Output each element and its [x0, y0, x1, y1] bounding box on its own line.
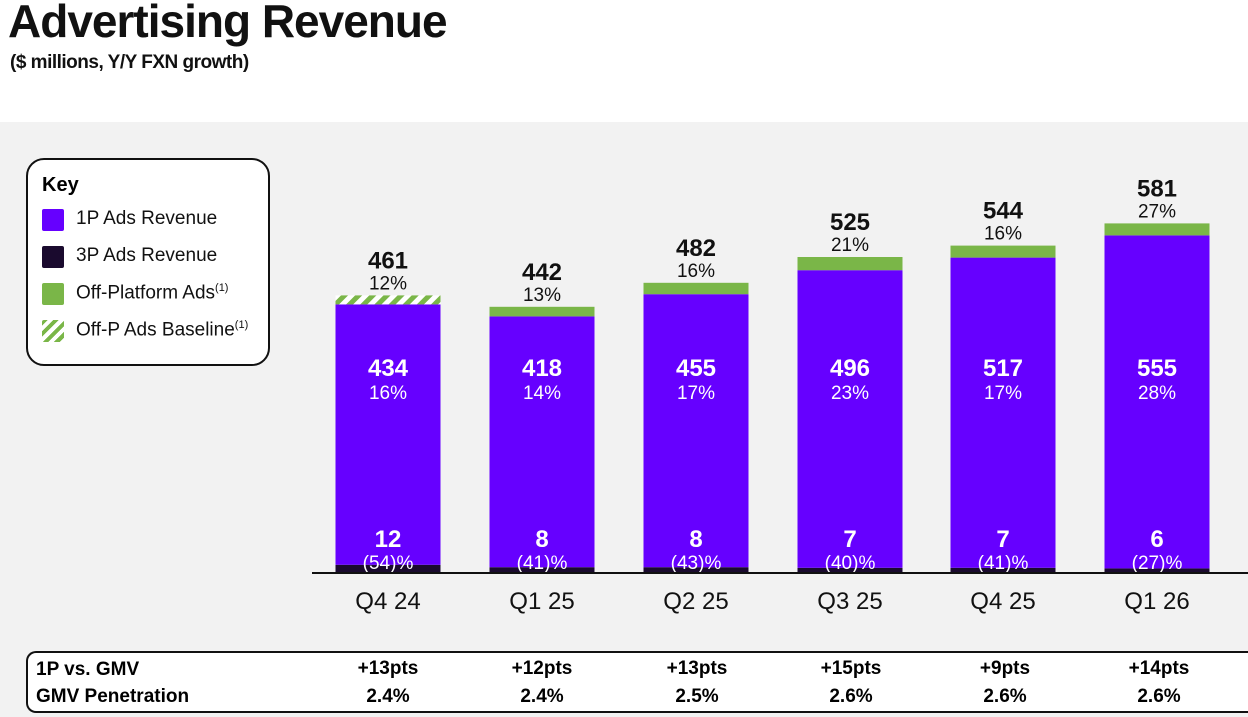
bar-segment-off-platform-ads	[489, 306, 595, 317]
bar-segment-3p-ads	[797, 567, 903, 572]
bar-segment-1p-ads	[489, 316, 595, 568]
data-label-1p-value: 517	[983, 355, 1023, 382]
bar-segment-1p-ads	[797, 270, 903, 568]
bar-segment-3p-ads	[643, 567, 749, 572]
page-title: Advertising Revenue	[8, 0, 448, 47]
swatch-3p-ads	[42, 246, 64, 268]
key-label-off-platform-ads: Off-Platform Ads(1)	[76, 282, 229, 304]
table-cell: 2.6%	[983, 686, 1027, 707]
bar-segment-3p-ads	[1104, 568, 1210, 572]
data-label-3p-growth: (43)%	[671, 553, 722, 574]
data-label-3p-growth: (41)%	[978, 553, 1029, 574]
bar-segment-off-platform-ads	[797, 257, 903, 271]
data-label-1p-growth: 28%	[1138, 383, 1176, 404]
chart-key: Key 1P Ads Revenue 3P Ads Revenue Off-Pl…	[26, 158, 270, 366]
data-label-total-growth: 21%	[831, 235, 869, 256]
bar-segment-1p-ads	[1104, 235, 1210, 569]
data-label-3p-growth: (54)%	[363, 553, 414, 574]
data-label-3p-value: 7	[996, 526, 1009, 553]
data-label-1p-value: 455	[676, 355, 716, 382]
footnote-marker: (1)	[234, 319, 249, 331]
data-label-1p-growth: 17%	[984, 383, 1022, 404]
table-cell: 2.4%	[520, 686, 564, 707]
table-cell: 2.4%	[366, 686, 410, 707]
bar-segment-1p-ads	[335, 304, 441, 565]
table-cell: +9pts	[979, 658, 1031, 679]
x-tick-label: Q1 26	[1124, 588, 1189, 615]
page-subtitle: ($ millions, Y/Y FXN growth)	[10, 52, 249, 73]
data-label-3p-value: 6	[1150, 526, 1163, 553]
bar-segment-3p-ads	[950, 567, 1056, 572]
table-cell: +13pts	[666, 658, 728, 679]
data-label-total-growth: 13%	[523, 285, 561, 306]
data-label-1p-value: 418	[522, 355, 562, 382]
key-label-1p-ads: 1P Ads Revenue	[76, 208, 218, 229]
row-label-1p-vs-gmv: 1P vs. GMV	[36, 659, 140, 680]
table-cell: +13pts	[357, 658, 419, 679]
data-label-3p-value: 8	[535, 526, 548, 553]
bar-segment-3p-ads	[335, 564, 441, 572]
swatch-off-platform-ads	[42, 283, 64, 305]
row-label-gmv-penetration: GMV Penetration	[36, 686, 190, 707]
data-label-1p-growth: 23%	[831, 383, 869, 404]
key-title: Key	[42, 174, 79, 196]
x-tick-label: Q4 24	[355, 588, 420, 615]
bar-segment-off-platform-ads	[1104, 223, 1210, 236]
data-label-1p-growth: 17%	[677, 383, 715, 404]
table-cell: +12pts	[511, 658, 573, 679]
data-label-1p-value: 555	[1137, 355, 1177, 382]
data-label-total-growth: 27%	[1138, 201, 1176, 222]
bar-segment-3p-ads	[489, 567, 595, 572]
data-label-total: 482	[676, 235, 716, 262]
x-tick-label: Q4 25	[970, 588, 1035, 615]
data-label-total: 525	[830, 209, 870, 236]
data-label-3p-growth: (40)%	[825, 553, 876, 574]
data-label-3p-growth: (27)%	[1132, 553, 1183, 574]
x-tick-label: Q3 25	[817, 588, 882, 615]
data-label-total: 581	[1137, 175, 1177, 202]
data-label-total: 442	[522, 259, 562, 286]
data-label-1p-value: 434	[368, 355, 409, 382]
bar-segment-1p-ads	[643, 294, 749, 568]
data-label-3p-value: 7	[843, 526, 856, 553]
data-label-3p-value: 12	[375, 526, 402, 553]
table-cell: 2.6%	[829, 686, 873, 707]
data-label-total-growth: 16%	[677, 261, 715, 282]
bar-segment-off-p-ads-baseline	[335, 295, 441, 305]
table-cell: 2.5%	[675, 686, 719, 707]
table-cell: 2.6%	[1137, 686, 1181, 707]
data-label-total-growth: 12%	[369, 273, 407, 294]
table-cell: +15pts	[820, 658, 882, 679]
data-label-1p-growth: 14%	[523, 383, 561, 404]
metrics-table: 1P vs. GMV GMV Penetration +13pts +12pts…	[26, 651, 1248, 713]
data-label-1p-value: 496	[830, 355, 870, 382]
data-label-total-growth: 16%	[984, 224, 1022, 245]
footnote-marker: (1)	[215, 282, 229, 294]
x-tick-label: Q2 25	[663, 588, 728, 615]
bar-segment-1p-ads	[950, 257, 1056, 568]
data-label-total: 544	[983, 198, 1024, 225]
data-label-3p-growth: (41)%	[517, 553, 568, 574]
x-tick-label: Q1 25	[509, 588, 574, 615]
swatch-off-p-ads-baseline	[42, 320, 64, 342]
data-label-3p-value: 8	[689, 526, 702, 553]
table-cell: +14pts	[1128, 658, 1190, 679]
key-label-3p-ads: 3P Ads Revenue	[76, 245, 218, 266]
data-label-1p-growth: 16%	[369, 383, 407, 404]
swatch-1p-ads	[42, 209, 64, 231]
data-label-total: 461	[368, 247, 408, 274]
bar-segment-off-platform-ads	[950, 245, 1056, 258]
key-label-off-p-ads-baseline: Off-P Ads Baseline(1)	[76, 319, 249, 341]
bar-segment-off-platform-ads	[643, 282, 749, 295]
